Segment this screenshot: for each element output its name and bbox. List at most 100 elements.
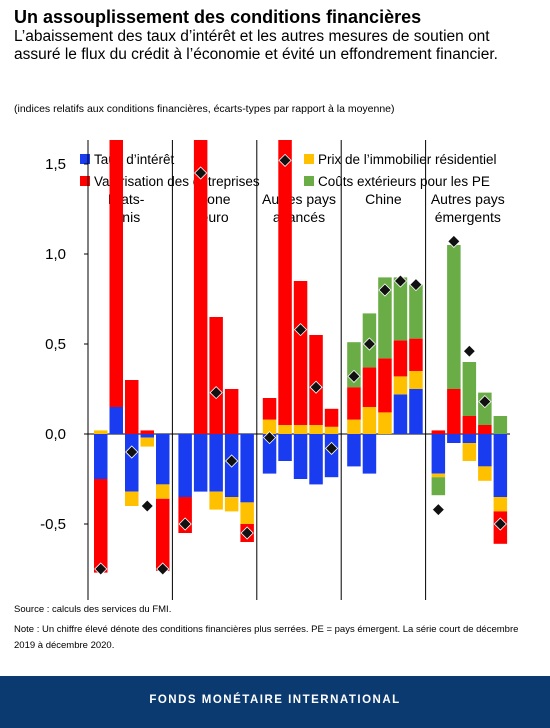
panel-label: Autres pays avancés [262,191,336,225]
bar-segment-rates [140,434,154,438]
bar-segment-property [324,426,339,434]
bar-segment-rates [462,434,477,443]
bar-segment-equity [378,358,392,413]
bar-segment-equity [293,281,308,425]
total-marker [324,441,339,455]
legend-swatch-property [304,154,314,164]
legend-swatch-equity [80,176,90,186]
bar-segment-property [393,376,408,395]
bar-segment-rates [293,434,308,479]
legend-label-rates: Taux d’intérêt [94,152,175,167]
total-marker [378,283,392,297]
bar-segment-equity [262,398,277,420]
bar-segment-property [278,425,292,434]
bar-segment-rates [125,434,139,492]
bar-segment-equity [140,430,154,434]
panel-label-line: euro [201,209,229,225]
total-marker [140,499,154,513]
panel-label-line: Chine [365,191,402,207]
bar-segment-rates [278,434,292,461]
bar-segment-property [140,437,154,447]
bar-segment-equity [478,425,492,434]
total-marker [493,517,507,531]
bar-segment-rates [262,434,277,474]
bar-segment-equity [125,380,139,434]
bar-segment-property [240,502,254,524]
bar-segment-property [209,491,223,510]
bar-segment-rates [324,434,339,478]
total-marker [194,166,208,180]
legend-label-property: Prix de l’immobilier résidentiel [318,152,497,167]
bar-segment-external [462,362,477,416]
panel-label-line: Autres pays [431,191,505,207]
bar-segment-property [378,412,392,434]
total-marker [293,323,308,337]
bar-segment-equity [362,367,377,407]
y-tick-label: 1,0 [45,246,66,263]
bar-segment-rates [240,434,254,503]
bar-segment-rates [431,434,446,474]
legend-swatch-external [304,176,314,186]
bar-segment-equity [278,140,292,425]
bar-segment-external [493,416,508,434]
chart-subtitle: L’abaissement des taux d’intérêt et les … [14,28,498,63]
bar-segment-equity [431,430,446,434]
bar-segment-property [125,491,139,506]
footer-banner: FONDS MONÉTAIRE INTERNATIONAL [0,676,550,728]
legend-label-external: Coûts extérieurs pour les PE [318,174,490,189]
total-marker [362,337,377,351]
bar-segment-rates [493,434,508,497]
bar-segment-rates [478,434,492,467]
total-marker [431,503,445,517]
total-marker [409,278,423,292]
total-marker [156,562,170,576]
bar-segment-equity [393,340,408,377]
bar-segment-property [493,497,508,512]
total-marker [225,454,239,468]
total-marker [393,274,408,288]
panel-label-line: Autres pays [262,191,336,207]
bar-segment-property [431,473,446,478]
bar-segment-rates [94,434,108,479]
total-marker [94,562,108,576]
panel-label: Autres pays émergents [431,191,505,225]
bar-segment-rates [347,434,361,467]
panel-label: Chine [365,191,402,207]
bar-segment-property [224,497,239,512]
bar-segment-equity [409,338,423,371]
bar-segment-external [431,477,446,496]
bar-segment-equity [109,140,123,407]
y-tick-label: -0,5 [40,516,66,533]
bar-segment-rates [178,434,192,497]
bar-segment-external [447,245,461,389]
organization-name: FONDS MONÉTAIRE INTERNATIONAL [149,694,401,706]
panel-label-line: émergents [435,209,501,225]
bar-segment-property [409,371,423,389]
total-marker [209,386,223,400]
bar-segment-equity [347,387,361,420]
bar-segment-equity [94,479,108,573]
y-tick-label: 0,0 [45,426,66,443]
bar-segment-rates [393,394,408,434]
total-marker [462,344,476,358]
bar-segment-rates [447,434,461,443]
y-tick-label: 0,5 [45,336,66,353]
units-note: (indices relatifs aux conditions financi… [14,103,395,115]
bar-segment-property [462,443,477,461]
bar-segment-external [409,284,423,339]
bar-segment-equity [324,408,339,427]
total-marker [262,431,277,445]
bar-segment-property [347,419,361,434]
bar-segment-rates [309,434,323,485]
bar-segment-property [262,419,277,434]
total-marker [478,395,492,409]
total-marker [125,445,139,459]
chart-title: Un assouplissement des conditions financ… [14,7,422,27]
bar-segment-external [378,277,392,359]
bar-segment-rates [209,434,223,492]
total-marker [178,517,192,531]
bar-segment-equity [193,140,208,434]
bar-segment-rates [193,434,208,492]
bar-segment-property [94,430,108,434]
footnote: Note : Un chiffre élevé dénote des condi… [14,624,519,651]
